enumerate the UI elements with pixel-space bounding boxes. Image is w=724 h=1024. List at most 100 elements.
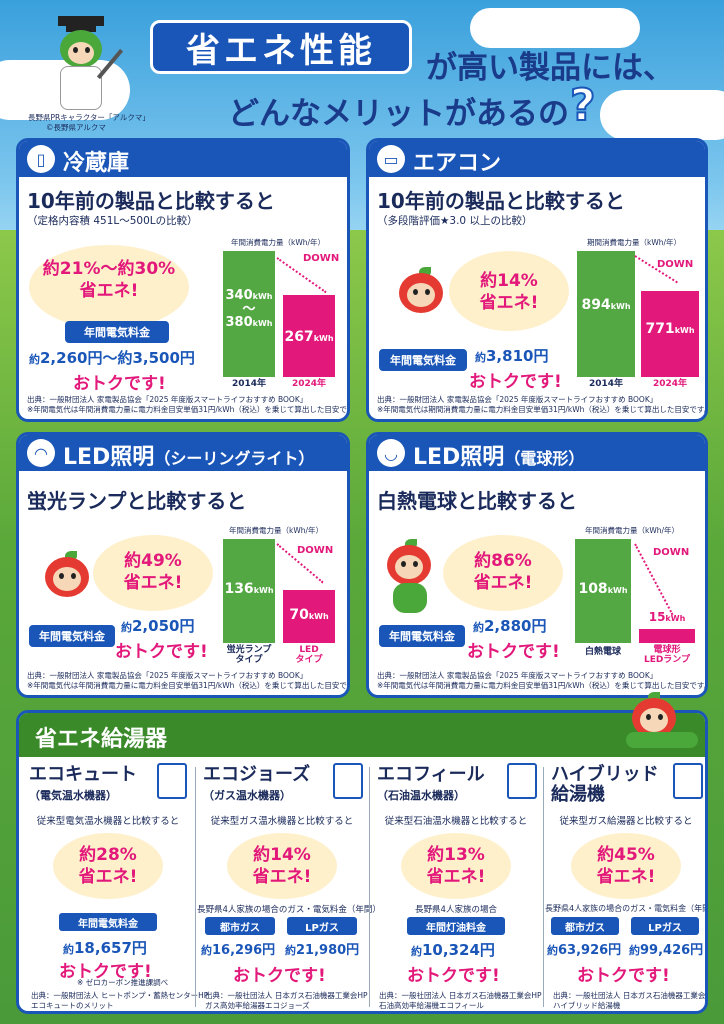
column-ecojozu: エコジョーズ （ガス温水機器） 従来型ガス温水機器と比較すると 約14% 省エネ… [197,757,381,1011]
source-note: 出典：一般財団法人 家電製品協会「2025 年度版スマートライフおすすめ BOO… [27,671,350,691]
bar-fluorescent-value: 136kWh [224,581,274,597]
saving-label: 省エネ! [596,867,656,887]
savings-claim: おトクです! [407,966,500,986]
bar-led-value: 70kWh [289,607,329,623]
savings-claim: おトクです! [469,372,562,392]
aircon-icon: ▭ [377,145,405,173]
price-saving: 約2,260円〜約3,500円 [29,349,195,367]
mascot-arukuma-header [48,16,124,112]
card-header: ◠ LED照明（シーリングライト） [19,435,347,471]
column-divider [195,767,196,1007]
graduation-cap-icon [58,16,104,26]
bar-led-bulb [639,629,695,643]
case-note: 長野県4人家族の場合のガス・電気料金（年間） [545,904,708,913]
bar-led-bulb-value: 15kWh [648,610,686,624]
card-title: LED照明（電球形） [413,445,585,470]
price-city-gas: 約63,926円 [547,943,622,958]
bar-2014 [577,251,635,377]
bar-incandescent [575,539,631,643]
card-header: ◡ LED照明（電球形） [369,435,705,471]
annual-electricity-badge: 年間電気料金 [65,321,169,343]
column-divider [369,767,370,1007]
bar-2024-value: 771kWh [645,321,695,337]
product-name: エコキュート [29,764,137,785]
page-title-continued: が高い製品には、 [426,50,674,86]
saving-bubble [93,535,213,611]
savings-claim: おトクです! [577,966,670,986]
page-title-line-2: どんなメリットがあるの [228,96,569,132]
savings-claim: おトクです! [467,642,560,662]
section-title: 省エネ給湯器 [35,727,168,752]
down-label: DOWN [657,259,694,270]
city-gas-badge: 都市ガス [205,917,275,935]
price-city-gas: 約16,296円 [201,943,276,958]
cloud [470,8,640,48]
source-note: 出典：一般社団法人 日本ガス石油機器工業会HP ガス高効率給湯器エコジョーズ [205,991,368,1011]
card-title: エアコン [413,151,502,176]
question-mark-icon: ? [569,79,596,132]
product-category: （ガス温水機器） [203,789,291,802]
product-name: エコジョーズ [203,764,311,785]
condition-note: （多段階評価★3.0 以上の比較） [377,215,533,227]
saving-percent: 約13% [427,845,485,865]
saving-percent: 約21%〜約30% [42,259,176,279]
case-note: 長野県4人家族の場合のガス・電気料金（年間） [197,905,381,915]
product-category: （石油温水機器） [377,789,465,802]
card-title: LED照明（シーリングライト） [63,445,315,470]
saving-bubble [227,833,337,899]
card-header: ▯ 冷蔵庫 [19,141,347,177]
mascot-arukuma-lying [622,692,702,752]
saving-bubble [29,245,189,329]
x-label-new: 2024年 [291,379,327,389]
city-gas-badge: 都市ガス [551,917,619,935]
bar-incandescent-value: 108kWh [578,581,628,597]
ceiling-light-icon: ◠ [27,439,55,467]
product-category: （電気温水機器） [29,789,117,802]
saving-percent: 約28% [79,845,137,865]
source-note: 出典：一般財団法人 家電製品協会「2025 年度版スマートライフおすすめ BOO… [377,395,708,415]
savings-claim: おトクです! [115,642,208,662]
compare-heading: 白熱電球と比較すると [377,489,577,513]
saving-bubble [571,833,681,899]
savings-claim: おトクです! [233,966,326,986]
product-name: エコフィール [377,764,485,785]
column-hybrid: ハイブリッド 給湯機 従来型ガス給湯器と比較すると 約45% 省エネ! 長野県4人… [545,757,708,1011]
price-saving: 約10,324円 [411,941,495,959]
x-label-old: 蛍光ランプ タイプ [226,645,272,666]
chart-title: 年間消費電力量（kWh/年） [231,238,326,247]
compare-text: 従来型石油温水機器と比較すると [384,816,528,827]
saving-percent: 約14% [253,845,311,865]
saving-percent: 約45% [597,845,655,865]
source-note: 出典：一般財団法人 家電製品協会「2025 年度版スマートライフおすすめ BOO… [377,671,708,691]
condition-note: （定格内容積 451L〜500Lの比較） [27,215,198,227]
card-fridge: ▯ 冷蔵庫 10年前の製品と比較すると （定格内容積 451L〜500Lの比較）… [16,138,350,422]
chart-title: 年間消費電力量（kWh/年） [585,526,680,535]
saving-percent: 約86% [474,551,532,571]
saving-label: 省エネ! [123,573,183,593]
saving-bubble [443,535,563,611]
chart-title: 年間消費電力量（kWh/年） [229,526,324,535]
x-label-new: 電球形 LEDランプ [643,645,691,666]
saving-percent: 約49% [124,551,182,571]
card-title: 冷蔵庫 [63,151,130,176]
card-aircon: ▭ エアコン 10年前の製品と比較すると （多段階評価★3.0 以上の比較） 約… [366,138,708,422]
bar-2024 [641,291,699,377]
price-saving: 約2,050円 [121,617,195,635]
x-label-old: 2014年 [588,379,624,389]
product-name: ハイブリッド 給湯機 [551,764,659,805]
down-label: DOWN [297,545,334,556]
source-note: 出典：一般財団法人 ヒートポンプ・蓄熱センターHP エコキュートのメリット [31,991,209,1011]
annual-electricity-badge: 年間電気料金 [379,349,467,371]
column-divider [543,767,544,1007]
down-label: DOWN [303,253,340,264]
lp-gas-badge: LPガス [287,917,357,935]
annual-electricity-badge: 年間電気料金 [59,913,157,931]
source-note: 出典：一般社団法人 日本ガス石油機器工業会HP ハイブリッド給湯機 [553,991,708,1011]
saving-label: 省エネ! [426,867,486,887]
fridge-icon: ▯ [27,145,55,173]
source-note: 出典：一般社団法人 日本ガス石油機器工業会HP 石油高効率給湯機エコフィール [379,991,542,1011]
card-header: ▭ エアコン [369,141,705,177]
section-header: 省エネ給湯器 [19,713,705,757]
chart-title: 期間消費電力量（kWh/年） [587,238,682,247]
price-saving: 約2,880円 [473,617,547,635]
